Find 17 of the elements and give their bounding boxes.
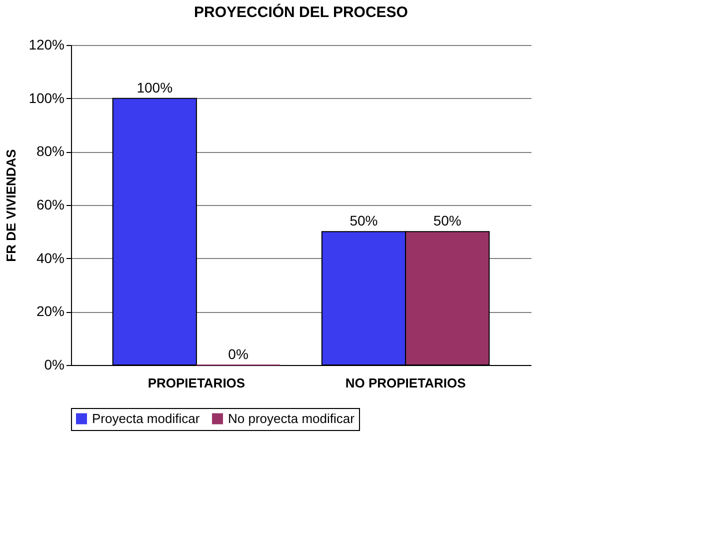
y-tick-label: 20% [36,303,64,320]
y-tick-label: 40% [36,250,64,266]
data-label: 50% [350,212,378,229]
y-tick-label: 0% [44,356,64,372]
x-tick-label: NO PROPIETARIOS [345,376,466,390]
y-tick-label: 60% [36,196,64,212]
y-axis-title: FR DE VIVIENDAS [4,148,19,262]
legend-label: Proyecta modificar [92,410,200,426]
x-tick-label: PROPIETARIOS [148,376,246,390]
chart-title: PROYECCIÓN DEL PROCESO [194,3,408,21]
data-label: 0% [228,346,248,362]
legend-label: No proyecta modificar [228,410,356,426]
y-tick-label: 80% [36,143,64,160]
y-tick-label: 120% [28,36,64,52]
data-label: 100% [136,79,173,96]
data-label: 50% [433,212,462,229]
y-tick-label: 100% [28,90,64,106]
